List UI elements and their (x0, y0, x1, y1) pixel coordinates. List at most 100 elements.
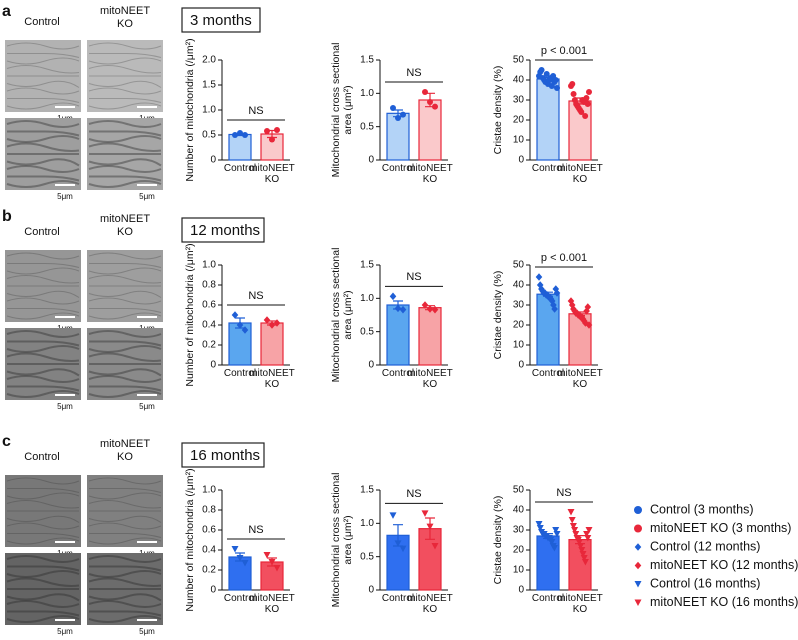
micrograph-texture (6, 477, 80, 485)
micrograph-texture (6, 533, 80, 538)
bar (228, 322, 252, 366)
micrograph-texture (88, 312, 162, 320)
image-label-box: mitoNEET KO (100, 213, 150, 238)
micrograph-texture (88, 537, 162, 545)
micrograph-texture (89, 263, 162, 268)
micrograph-texture (6, 593, 80, 602)
micrograph-texture (89, 130, 162, 137)
micrograph-texture (89, 308, 162, 313)
x-tick-label: mitoNEET KO (249, 368, 295, 390)
data-point (570, 91, 577, 97)
micrograph-texture (88, 610, 162, 617)
y-tick-label: 0.2 (202, 340, 216, 351)
data-point (241, 560, 249, 567)
x-tick-label: Control (381, 368, 415, 379)
x-tick-label-box: Control (382, 163, 414, 174)
legend-label: Control (3 months) (650, 502, 754, 516)
y-tick-label: 1.0 (202, 105, 216, 116)
x-tick-label-box: mitoNEET KO (249, 593, 295, 615)
micrograph-texture (88, 42, 162, 50)
micrograph-texture (88, 390, 162, 398)
period-title: 16 months (190, 447, 260, 464)
legend-label: mitoNEET KO (16 months) (650, 595, 798, 609)
micrograph-texture (88, 533, 162, 538)
data-point (426, 305, 434, 313)
micrograph-texture (88, 492, 162, 500)
data-point (232, 132, 238, 138)
bar (568, 313, 592, 366)
x-tick-label: mitoNEET KO (407, 593, 453, 615)
micrograph-texture (89, 53, 162, 58)
data-point (399, 305, 407, 314)
data-point (264, 128, 270, 134)
y-tick-label: 40 (513, 505, 525, 516)
data-point (427, 99, 433, 105)
y-tick-label: 1.0 (360, 518, 374, 529)
bar (228, 556, 252, 591)
micrograph (5, 328, 81, 400)
micrograph-texture (6, 297, 80, 305)
data-point (552, 77, 559, 83)
micrograph (5, 118, 81, 190)
data-point (553, 289, 561, 297)
x-tick-label: Control (223, 368, 257, 379)
y-tick-label: 0 (518, 585, 524, 596)
x-tick-label: mitoNEET KO (557, 593, 603, 615)
micrograph (5, 250, 81, 322)
y-tick-label: 40 (513, 75, 525, 86)
x-tick-label: mitoNEET KO (249, 593, 295, 615)
micrograph (87, 40, 163, 112)
micrograph-texture (6, 158, 80, 167)
x-tick-label: mitoNEET KO (407, 163, 453, 185)
y-tick-label: 1.0 (202, 485, 216, 496)
micrograph-texture (88, 290, 162, 298)
image-label: mitoNEET KO (99, 5, 151, 30)
bar (418, 99, 442, 161)
x-tick-label: mitoNEET KO (249, 163, 295, 185)
y-tick-label: 0 (368, 360, 374, 371)
y-axis-label: Cristae density (%) (492, 496, 504, 585)
bar (418, 307, 442, 366)
micrograph-texture (6, 165, 80, 173)
micrograph-texture (89, 385, 162, 392)
micrograph-texture (88, 593, 162, 602)
y-tick-label: 1.5 (360, 260, 374, 271)
micrograph-texture (88, 57, 162, 65)
image-label: Control (24, 451, 59, 463)
data-point (273, 319, 281, 327)
data-point (584, 303, 592, 311)
y-tick-label: 0.2 (202, 565, 216, 576)
y-axis-label: Number of mitochondria (/μm²) (184, 243, 196, 386)
data-point (568, 517, 576, 524)
data-point (390, 105, 396, 111)
x-tick-label-box: mitoNEET KO (249, 368, 295, 390)
data-point (399, 545, 407, 553)
legend-marker (634, 561, 642, 570)
y-tick-label: 0 (368, 585, 374, 596)
micrograph-texture (88, 477, 162, 485)
micrograph-texture (7, 488, 80, 493)
micrograph-texture (6, 290, 80, 298)
micrograph-texture (6, 142, 80, 152)
annotation: NS (556, 487, 571, 499)
data-point (535, 521, 543, 528)
x-tick-label-box: Control (224, 163, 256, 174)
micrograph-texture (88, 345, 162, 353)
micrograph-texture (88, 87, 162, 95)
bar (536, 78, 560, 161)
micrograph-texture (6, 312, 80, 320)
y-tick-label: 10 (513, 340, 525, 351)
data-point (421, 301, 429, 309)
y-tick-label: 50 (513, 485, 525, 496)
micrograph-texture (7, 53, 80, 58)
data-point (432, 103, 438, 110)
micrograph (87, 250, 163, 322)
scale-label: 5μm (57, 192, 73, 201)
y-tick-label: 1.0 (360, 293, 374, 304)
legend-label: mitoNEET KO (12 months) (650, 558, 798, 572)
micrograph-texture (88, 330, 162, 338)
micrograph-texture (6, 80, 80, 88)
y-tick-label: 1.0 (202, 260, 216, 271)
legend-marker (634, 524, 642, 533)
